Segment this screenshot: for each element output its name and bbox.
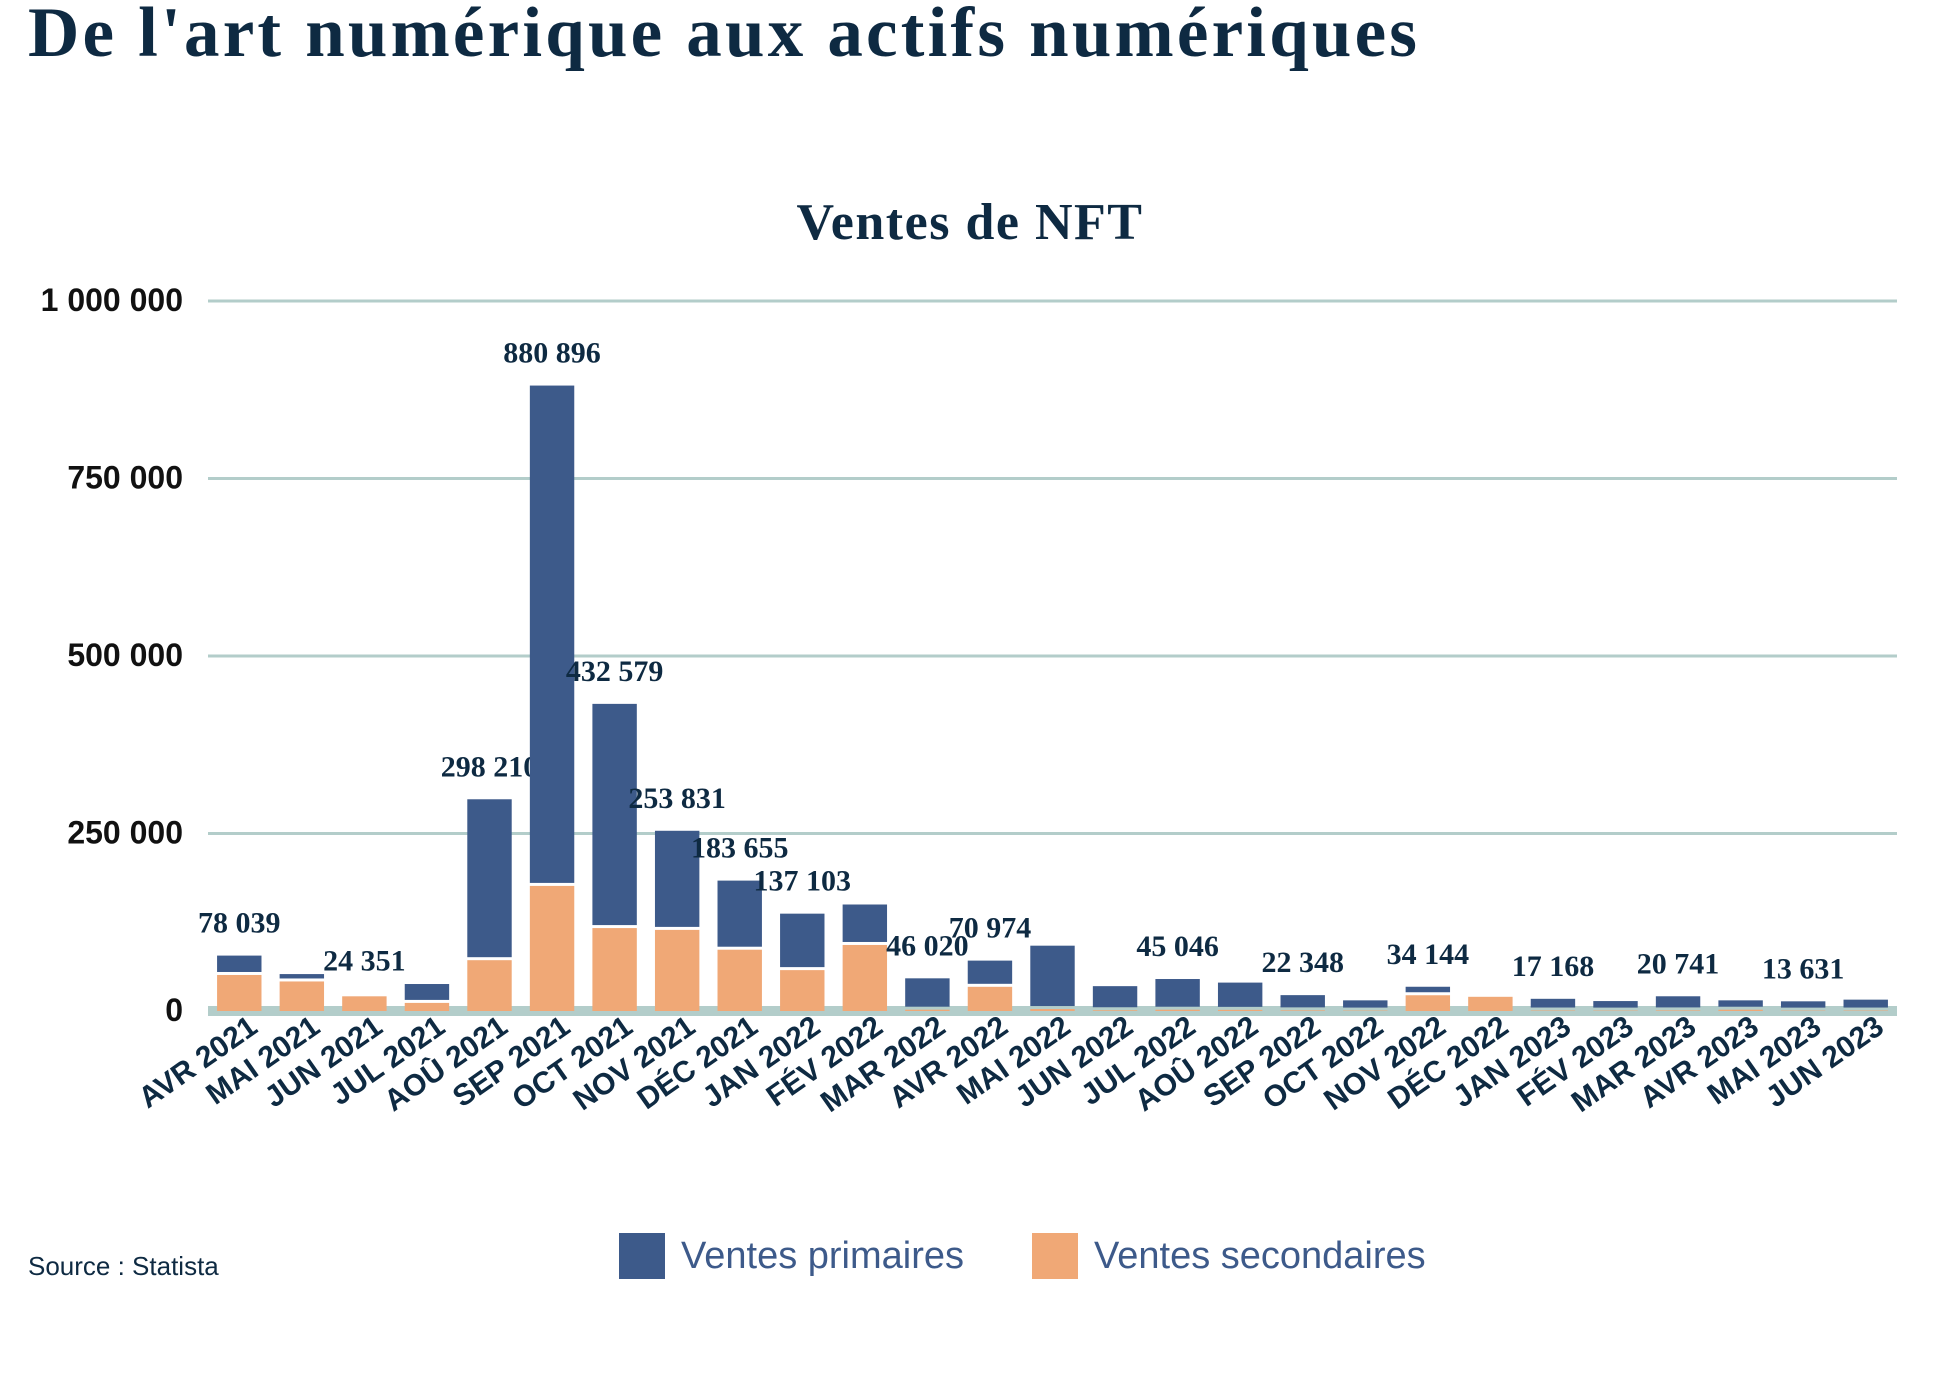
svg-text:432 579: 432 579 (566, 655, 664, 688)
svg-text:24 351: 24 351 (323, 945, 406, 978)
svg-text:250 000: 250 000 (67, 815, 183, 851)
svg-text:78 039: 78 039 (198, 907, 281, 940)
svg-text:137 103: 137 103 (754, 865, 852, 898)
svg-text:298 210: 298 210 (441, 750, 539, 783)
svg-text:13 631: 13 631 (1762, 952, 1845, 985)
svg-text:17 168: 17 168 (1512, 950, 1595, 983)
svg-text:22 348: 22 348 (1261, 946, 1344, 979)
svg-text:70 974: 70 974 (949, 912, 1032, 945)
svg-text:880 896: 880 896 (503, 337, 601, 370)
svg-text:20 741: 20 741 (1637, 947, 1720, 980)
svg-text:0: 0 (165, 992, 183, 1028)
svg-text:34 144: 34 144 (1387, 938, 1470, 971)
svg-text:750 000: 750 000 (67, 460, 183, 496)
svg-text:253 831: 253 831 (628, 782, 726, 815)
svg-text:500 000: 500 000 (67, 637, 183, 673)
svg-text:45 046: 45 046 (1136, 930, 1219, 963)
svg-text:1 000 000: 1 000 000 (41, 282, 183, 318)
svg-text:183 655: 183 655 (691, 832, 789, 865)
